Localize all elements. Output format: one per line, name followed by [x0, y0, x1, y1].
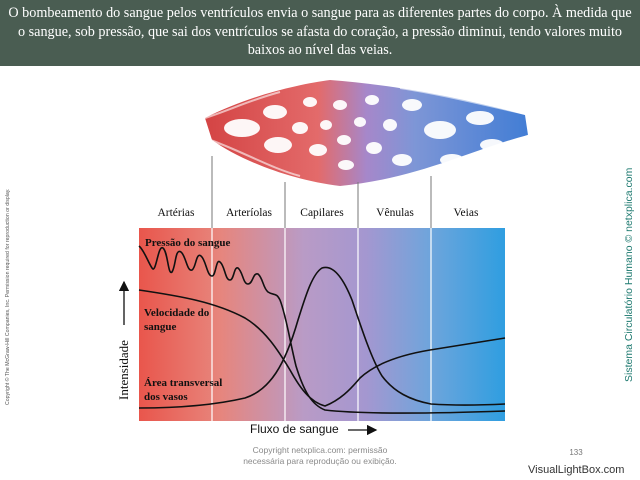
watermark: VisualLightBox.com [528, 464, 625, 476]
vessel-network-illustration [204, 80, 531, 186]
segment-label-arterias: Artérias [157, 207, 195, 219]
right-credit: Sistema Circulatório Humano © netxplica.… [623, 167, 635, 382]
area-curve [138, 266, 506, 409]
segment-dividers [211, 228, 432, 421]
segment-label-arteriolas: Arteríolas [226, 207, 273, 219]
slide-number: 133 [569, 448, 583, 457]
diagram-background [139, 228, 505, 421]
segment-label-capilares: Capilares [300, 207, 344, 219]
segment-label-venulas: Vênulas [376, 207, 414, 219]
blood-flow-diagram: Artérias Arteríolas Capilares Vênulas Ve… [4, 80, 635, 436]
segment-connectors [211, 156, 432, 228]
footer-line-2: necessária para reprodução ou exibição. [243, 456, 397, 466]
velocity-label-line1: Velocidade do [144, 307, 210, 319]
pressure-label: Pressão do sangue [145, 237, 230, 249]
pressure-curve [138, 245, 506, 414]
velocity-curve [138, 289, 506, 407]
velocity-label-line2: sangue [144, 321, 177, 333]
header-text: O bombeamento do sangue pelos ventrículo… [8, 5, 632, 58]
footer-copyright: Copyright netxplica.com: permissão neces… [200, 445, 440, 467]
header-banner: O bombeamento do sangue pelos ventrículo… [0, 0, 640, 66]
area-label-line2: dos vasos [144, 391, 188, 403]
footer-line-1: Copyright netxplica.com: permissão [252, 445, 388, 455]
y-axis-label: Intensidade [116, 340, 131, 400]
segment-label-veias: Veias [454, 207, 479, 219]
left-copyright: Copyright © The McGraw-Hill Companies, I… [4, 189, 11, 405]
x-axis-label: Fluxo de sangue [250, 422, 339, 436]
area-label-line1: Área transversal [144, 377, 222, 389]
